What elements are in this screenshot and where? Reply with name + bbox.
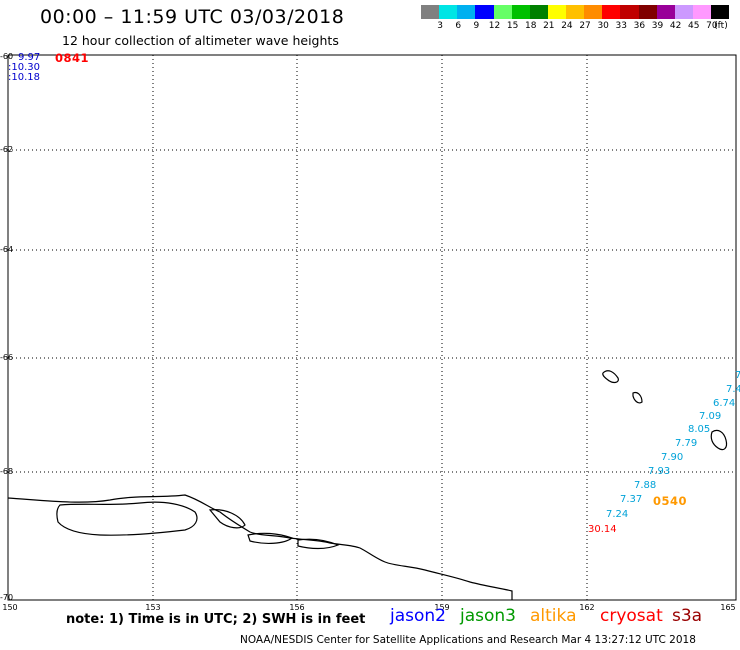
colorbar-swatch [620,5,639,19]
wave-value-track: 7.90 [661,452,684,463]
colorbar-tick-label: 33 [615,21,628,31]
lat-label: -60 [0,52,14,61]
lon-label: 162 [579,603,595,612]
colorbar-swatch [421,5,440,19]
wave-value-track: 7.09 [699,411,722,422]
colorbar-tick-label: 36 [633,21,646,31]
colorbar-tick-label: 27 [579,21,591,31]
wave-value-track: 7.24 [606,509,629,520]
colorbar-swatch [457,5,476,19]
pass-time-label: 0841 [55,51,90,65]
colorbar-swatch [674,5,693,19]
colorbar-swatch [602,5,621,19]
colorbar-swatch [511,5,530,19]
colorbar-swatch [529,5,548,19]
lon-label: 153 [145,603,161,612]
wave-value-track: 7.4 [726,384,740,395]
wave-value-cryosat: 30.14 [588,524,617,535]
wave-value-track: 7.93 [648,466,671,477]
colorbar-tick-label: 3 [437,21,443,31]
legend-jason3: jason3 [460,606,516,626]
colorbar-tick-label: 15 [506,21,519,31]
colorbar-swatch [439,5,458,19]
colorbar-swatch [638,5,657,19]
lat-label: -68 [0,467,14,476]
footer-credit: NOAA/NESDIS Center for Satellite Applica… [240,634,696,646]
colorbar-swatch [566,5,585,19]
legend-s3a: s3a [672,606,703,626]
colorbar-swatch [711,5,730,19]
colorbar-tick-label: 9 [473,21,480,31]
wave-value-jason2: :10.18 [8,72,40,83]
colorbar-swatch [547,5,566,19]
colorbar-swatch [584,5,603,19]
colorbar-tick-label: 24 [561,21,573,31]
antarctic-coastline [7,370,728,600]
lat-label: -66 [0,353,14,362]
lon-label: 150 [2,603,18,612]
colorbar-tick-label: (ft) [714,21,728,31]
colorbar-tick-label: 30 [597,21,609,31]
lon-label: 156 [289,603,305,612]
lon-label: 165 [720,603,736,612]
wave-height-colorbar [421,5,730,19]
colorbar-swatch [475,5,494,19]
wave-value-jason2: :10.30 [8,62,40,73]
lat-label: -62 [0,145,14,154]
colorbar-tick-label: 70 [706,21,718,31]
wave-value-track: 6.74 [713,398,736,409]
colorbar-tick-label: 39 [651,21,664,31]
colorbar-tick-label: 18 [524,21,537,31]
lon-gridlines [152,55,588,600]
lat-label: -70 [0,593,14,602]
legend-altika: altika [530,606,577,626]
map-title: 00:00 – 11:59 UTC 03/03/2018 [40,6,345,28]
colorbar-tick-label: 42 [669,21,682,31]
lon-label: 159 [434,603,450,612]
wave-value-track: 8.05 [688,424,711,435]
map-frame [7,54,737,601]
pass-time-label: 0540 [653,494,688,508]
colorbar-tick-label: 45 [688,21,700,31]
colorbar-swatch [493,5,512,19]
lat-gridlines [8,149,736,473]
colorbar-swatch [656,5,675,19]
units-note: note: 1) Time is in UTC; 2) SWH is in fe… [66,612,366,627]
map-subtitle: 12 hour collection of altimeter wave hei… [62,33,339,48]
colorbar-tick-label: 21 [543,21,555,31]
legend-cryosat: cryosat [600,606,663,626]
wave-value-track: 7.4 [735,370,740,381]
wave-value-jason2: 9.97 [18,52,41,63]
legend-jason2: jason2 [390,606,446,626]
wave-value-track: 7.79 [675,438,698,449]
lat-label: -64 [0,245,14,254]
colorbar-tick-label: 12 [488,21,501,31]
wave-value-track: 7.88 [634,480,657,491]
wave-value-track: 7.37 [620,494,643,505]
colorbar-tick-label: 6 [455,21,462,31]
colorbar-swatch [692,5,711,19]
